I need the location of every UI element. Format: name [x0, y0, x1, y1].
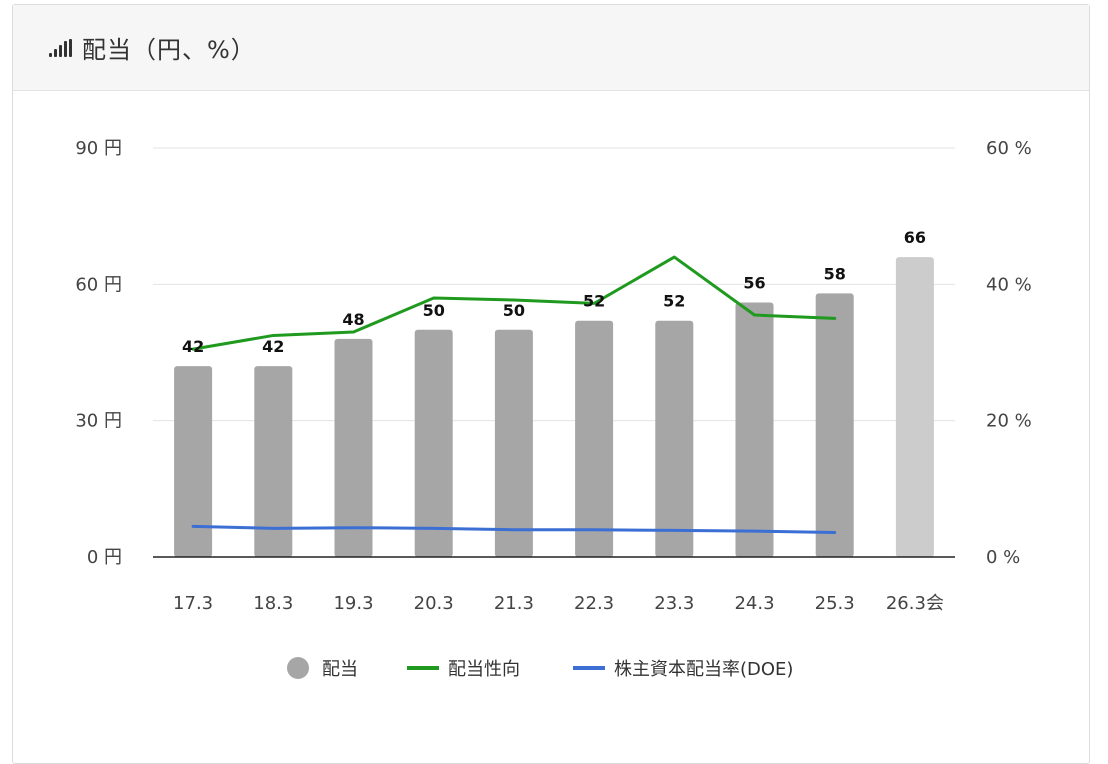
x-tick-label: 26.3会: [886, 593, 944, 614]
x-tick-label: 22.3: [574, 593, 614, 614]
legend-label: 配当: [322, 659, 358, 680]
bar: [736, 303, 774, 557]
bar: [575, 321, 613, 557]
x-tick-label: 19.3: [333, 593, 373, 614]
legend-marker-doe: [573, 666, 605, 670]
legend: 配当 配当性向 株主資本配当率(DOE): [287, 657, 793, 680]
y-right-tick-label: 0 %: [986, 547, 1020, 568]
x-tick-label: 20.3: [414, 593, 454, 614]
x-tick-label: 17.3: [173, 593, 213, 614]
x-tick-label: 23.3: [654, 593, 694, 614]
legend-label: 配当性向: [448, 659, 520, 680]
x-tick-label: 21.3: [494, 593, 534, 614]
bar: [415, 330, 453, 557]
bar: [495, 330, 533, 557]
x-tick-label: 18.3: [253, 593, 293, 614]
bar-data-label: 50: [503, 301, 525, 320]
y-left-tick-label: 90 円: [75, 138, 122, 159]
bar-data-label: 56: [743, 274, 765, 293]
legend-marker-payout-ratio: [407, 666, 439, 670]
bar-data-label: 66: [904, 228, 926, 247]
x-tick-label: 24.3: [734, 593, 774, 614]
bar: [816, 293, 854, 557]
y-left-tick-label: 0 円: [87, 547, 122, 568]
bar-data-label: 50: [423, 301, 445, 320]
bar: [896, 257, 934, 557]
y-right-tick-label: 20 %: [986, 411, 1032, 432]
bar: [174, 366, 212, 557]
axes: 0 円 30 円 60 円 90 円 0 % 20 % 40 % 60 % 17.3 18.3 19…: [75, 138, 1031, 614]
y-right-tick-label: 40 %: [986, 274, 1032, 295]
bar-data-label: 52: [663, 292, 685, 311]
y-right-tick-label: 60 %: [986, 138, 1032, 159]
bar-data-label: 58: [824, 264, 846, 283]
x-tick-label: 25.3: [815, 593, 855, 614]
y-left-tick-label: 30 円: [75, 411, 122, 432]
bar: [335, 339, 373, 557]
bar: [655, 321, 693, 557]
y-left-tick-label: 60 円: [75, 274, 122, 295]
legend-label: 株主資本配当率(DOE): [614, 659, 793, 680]
legend-marker-dividend: [287, 657, 309, 679]
data-labels: 42 42 48 50 50 52 52 56 58 66: [182, 228, 926, 356]
bar-data-label: 42: [182, 337, 204, 356]
bar-data-label: 48: [342, 310, 364, 329]
bar-data-label: 52: [583, 292, 605, 311]
bar-data-label: 42: [262, 337, 284, 356]
